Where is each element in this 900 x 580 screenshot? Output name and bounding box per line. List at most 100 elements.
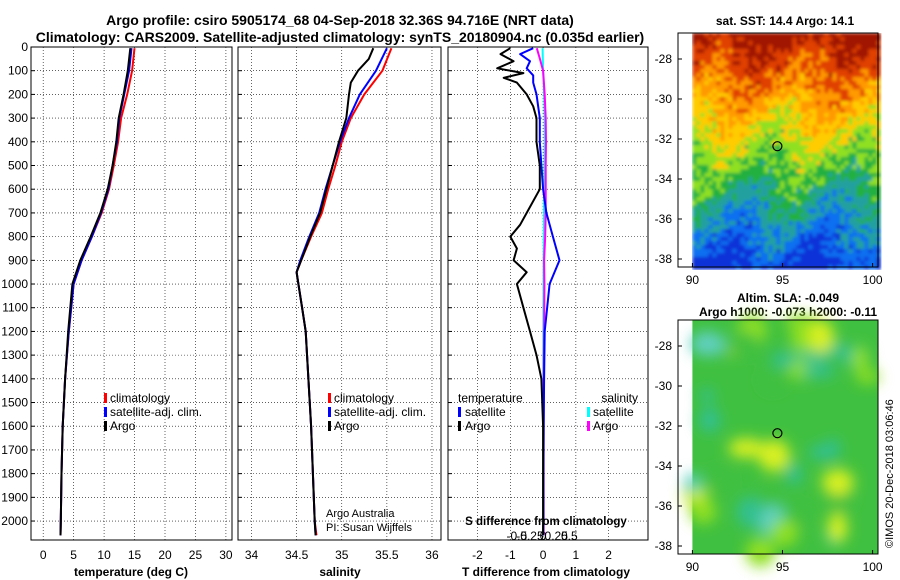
sla-map-title-line2: Argo h1000: -0.073 h2000: -0.11 [699, 305, 877, 319]
depth-tick-label: 1600 [1, 419, 28, 433]
legend-label-s-argo: Argo [593, 419, 619, 433]
sla-map-image [681, 315, 880, 567]
legend-swatch-t-argo [458, 421, 461, 431]
legend-label-s-satellite: satellite [593, 405, 634, 419]
difference-legend: temperature satellite Argo salinity sate… [458, 391, 638, 433]
legend-swatch-t-satellite [458, 407, 461, 417]
depth-tick-label: 1100 [2, 301, 28, 315]
t-argo-diff-line [496, 47, 545, 536]
salinity-plot-area [237, 46, 442, 541]
legend-label-satellite: satellite-adj. clim. [334, 405, 426, 419]
map-lat-tick-label: -34 [655, 172, 673, 186]
temperature-legend: climatology satellite-adj. clim. Argo [104, 391, 202, 433]
map-lon-tick-label: 100 [863, 560, 883, 574]
map-lon-tick-label: 100 [863, 273, 883, 287]
argo-line [59, 48, 132, 536]
legend-swatch-climatology [104, 393, 107, 403]
legend-label-argo: Argo [334, 419, 360, 433]
salinity-grid [238, 46, 441, 540]
map-lat-tick-label: -30 [655, 379, 673, 393]
legend-label-argo: Argo [110, 419, 136, 433]
legend-label-climatology: climatology [110, 391, 170, 405]
figure-title-line2: Climatology: CARS2009. Satellite-adjuste… [36, 29, 644, 45]
depth-tick-label: 200 [8, 87, 28, 101]
depth-tick-label: 600 [8, 182, 28, 196]
legend-label-satellite: satellite-adj. clim. [110, 405, 202, 419]
s-tick-label: -0.25 [516, 529, 544, 543]
x-tick-label: 25 [189, 548, 203, 562]
depth-tick-label: 800 [8, 230, 28, 244]
x-tick-label: 34.5 [285, 548, 309, 562]
sst-map-title: sat. SST: 14.4 Argo: 14.1 [716, 14, 855, 28]
x-tick-label: 30 [219, 548, 233, 562]
argo-australia-annotation: Argo Australia [326, 508, 395, 520]
x-tick-label: 0 [540, 548, 547, 562]
imos-credit: ©IMOS 20-Dec-2018 03:06:46 [884, 399, 896, 548]
depth-tick-label: 500 [8, 159, 28, 173]
s-tick-label: 0 [540, 529, 547, 543]
salinity-legend: climatology satellite-adj. clim. Argo [328, 391, 426, 433]
legend-label-t-satellite: satellite [465, 405, 506, 419]
x-tick-label: 0 [40, 548, 47, 562]
map-lat-tick-label: -30 [655, 92, 673, 106]
depth-tick-label: 1200 [1, 324, 28, 338]
sst-argo-location-marker [772, 141, 783, 152]
s-tick-label: 0.25 [545, 529, 569, 543]
sla-argo-location-marker [772, 428, 783, 439]
map-lat-tick-label: -28 [655, 52, 673, 66]
depth-tick-label: 1400 [1, 372, 28, 386]
map-lat-tick-label: -38 [655, 252, 673, 266]
legend-heading-salinity: salinity [601, 391, 638, 405]
depth-tick-label: 1500 [1, 396, 28, 410]
x-tick-label: 35 [335, 548, 349, 562]
temperature-plot-area [30, 46, 233, 541]
map-lon-tick-label: 90 [686, 560, 700, 574]
depth-tick-label: 1800 [1, 467, 28, 481]
legend-swatch-argo [328, 421, 331, 431]
x-tick-label: -2 [472, 548, 483, 562]
legend-heading-temperature: temperature [458, 391, 523, 405]
s-difference-axis-label: S difference from climatology [465, 516, 627, 528]
s-tick-label: -0.5 [507, 529, 528, 543]
x-tick-label: 10 [97, 548, 111, 562]
legend-label-t-argo: Argo [465, 419, 491, 433]
difference-series [496, 47, 561, 536]
map-lon-tick-label: 90 [686, 273, 700, 287]
depth-tick-label: 1300 [1, 348, 28, 362]
x-tick-label: 5 [70, 548, 77, 562]
depth-tick-label: 1700 [1, 443, 28, 457]
map-lon-tick-label: 95 [776, 273, 790, 287]
legend-swatch-argo [104, 421, 107, 431]
depth-tick-label: 1000 [1, 277, 28, 291]
argo-line [295, 47, 375, 536]
legend-swatch-s-argo [587, 421, 590, 431]
map-lat-tick-label: -32 [655, 419, 673, 433]
depth-tick-label: 2000 [1, 514, 28, 528]
map-lat-tick-label: -36 [655, 212, 673, 226]
map-lat-tick-label: -38 [655, 539, 673, 553]
pi-annotation: PI: Susan Wijffels [326, 522, 412, 534]
x-tick-label: 2 [605, 548, 612, 562]
x-tick-label: 36 [425, 548, 439, 562]
depth-tick-label: 0 [21, 40, 28, 54]
temperature-x-axis-label: temperature (deg C) [74, 565, 188, 579]
x-tick-label: 34 [245, 548, 259, 562]
legend-swatch-satellite [104, 407, 107, 417]
depth-tick-label: 900 [8, 253, 28, 267]
x-tick-label: -1 [505, 548, 516, 562]
depth-tick-label: 100 [8, 64, 28, 78]
temperature-series [59, 48, 136, 536]
figure-title-line1: Argo profile: csiro 5905174_68 04-Sep-20… [106, 12, 574, 28]
depth-tick-labels: 0 100 200 300 400 500 600 700 800 900 1000 1100 1200… [1, 40, 28, 528]
legend-swatch-climatology [328, 393, 331, 403]
x-tick-label: 1 [573, 548, 580, 562]
s-tick-label: 0.5 [561, 529, 578, 543]
sla-map-tick-labels: 90 95 100 -28 -30 -32 -34 -36 -38 [655, 319, 883, 574]
legend-swatch-satellite [328, 407, 331, 417]
depth-tick-label: 300 [8, 111, 28, 125]
difference-x-tick-labels: -2 -1 0 1 2 [472, 548, 612, 562]
sla-map-title-line1: Altim. SLA: -0.049 [737, 291, 839, 305]
depth-tick-label: 1900 [1, 490, 28, 504]
